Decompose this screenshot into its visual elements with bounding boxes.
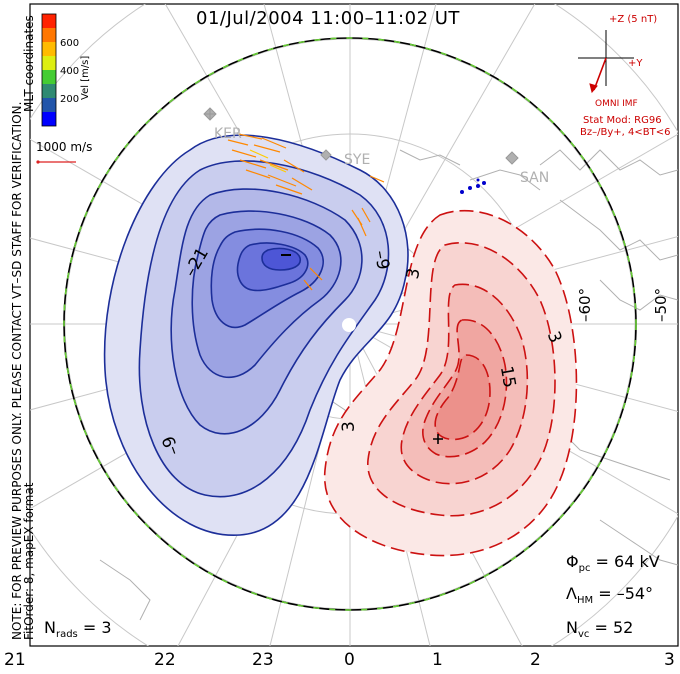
plot-border	[29, 3, 679, 647]
contour-label: 3	[339, 421, 359, 432]
colorbar-tick: 400	[60, 66, 79, 77]
imf-by-label: +Y	[628, 58, 643, 69]
imf-dial	[578, 30, 634, 94]
latitude-label: –60°	[576, 288, 594, 322]
radar-label-sye: SYE	[344, 152, 370, 168]
latitude-label: –50°	[652, 288, 670, 322]
colorbar-tick: 200	[60, 94, 79, 105]
lambda-hm-stat: ΛHM = –54°	[566, 584, 654, 607]
n-rads-stat: Nrads = 3	[44, 618, 112, 641]
mlt-coordinates-note: MLT coordinates	[22, 15, 36, 112]
radar-label-san: SAN	[520, 170, 549, 186]
negative-cell	[103, 134, 409, 536]
mlt-label: 2	[530, 650, 541, 670]
map-title: 01/Jul/2004 11:00–11:02 UT	[196, 8, 460, 29]
contour-label: 3	[403, 267, 425, 281]
contour-label: –9	[370, 249, 393, 272]
positive-cell	[324, 209, 578, 557]
contour-label: 15	[496, 365, 519, 390]
mlt-label: 1	[432, 650, 443, 670]
fit-order-note: FitOrder: 8, mapEX format	[22, 482, 36, 640]
model-line1: Stat Mod: RG96	[583, 115, 662, 126]
mlt-label: 3	[664, 650, 675, 670]
imf-caption: OMNI IMF	[595, 99, 638, 109]
radar-sites	[203, 107, 519, 165]
radar-labels: KER SYE SAN	[214, 126, 549, 186]
colorbar: 600 400 200 Vel [m/s]	[41, 13, 91, 127]
mlt-label: 21	[4, 650, 26, 670]
velocity-scale: 1000 m/s	[36, 140, 92, 164]
phi-pc-stat: Φpc = 64 kV	[566, 552, 660, 575]
mlt-label: 22	[154, 650, 176, 670]
coastlines	[99, 149, 678, 621]
n-vc-stat: Nvc = 52	[566, 618, 634, 641]
pole-marker	[342, 318, 356, 332]
velocity-vectors	[227, 133, 486, 291]
velocity-scale-label: 1000 m/s	[36, 140, 92, 154]
mlt-label: 0	[344, 650, 355, 670]
colorbar-label: Vel [m/s]	[80, 56, 91, 100]
mlt-label: 23	[252, 650, 274, 670]
colorbar-tick: 600	[60, 38, 79, 49]
radar-label-ker: KER	[214, 126, 242, 142]
imf-bz-label: +Z (5 nT)	[609, 14, 657, 25]
latitude-labels: –60° –50°	[576, 288, 670, 322]
model-line2: Bz–/By+, 4<BT<6	[580, 127, 670, 138]
